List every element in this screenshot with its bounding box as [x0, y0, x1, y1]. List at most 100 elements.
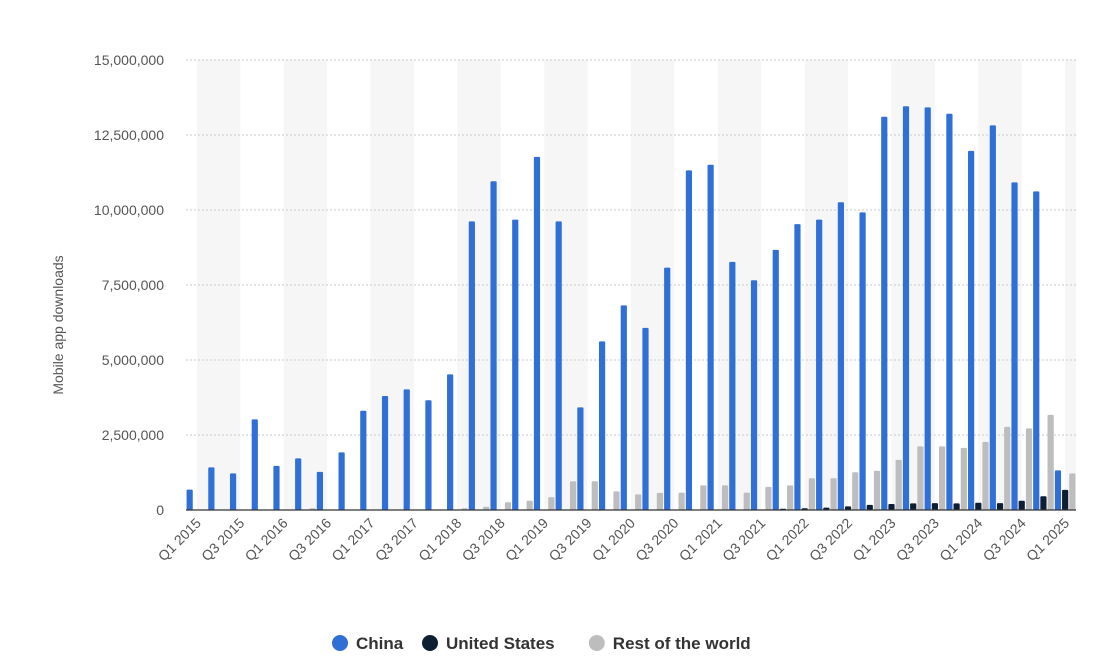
bar: [808, 478, 815, 510]
x-tick-label: Q3 2022: [806, 515, 855, 564]
bar: [512, 219, 519, 510]
bar: [490, 181, 497, 510]
legend-marker: [332, 635, 348, 651]
bar: [946, 113, 953, 510]
bar: [1069, 473, 1076, 510]
legend-label: Rest of the world: [613, 634, 751, 653]
bar: [772, 249, 779, 510]
bar: [569, 481, 577, 510]
bar: [895, 459, 902, 510]
x-tick-label: Q1 2018: [415, 515, 464, 564]
bar: [208, 467, 215, 510]
bar: [598, 341, 606, 510]
x-tick-label: Q3 2016: [285, 515, 334, 564]
bar: [939, 446, 946, 510]
bar: [931, 503, 939, 510]
y-tick-label: 5,000,000: [102, 352, 164, 368]
bar: [656, 492, 664, 510]
x-tick-label: Q1 2020: [589, 515, 638, 564]
bar: [1011, 182, 1018, 510]
bar: [844, 506, 852, 510]
bar: [750, 280, 758, 510]
bar: [743, 492, 750, 510]
bar: [1040, 496, 1047, 510]
bar: [555, 221, 562, 510]
y-tick-label: 10,000,000: [94, 202, 164, 218]
y-tick-label: 12,500,000: [94, 127, 164, 143]
bar: [381, 396, 389, 510]
bar: [504, 502, 512, 510]
bar: [953, 503, 960, 510]
bar: [924, 107, 931, 511]
bar: [678, 492, 685, 510]
bar: [273, 465, 280, 510]
bar: [917, 446, 924, 510]
x-tick-label: Q3 2015: [198, 515, 247, 564]
bar: [316, 471, 323, 510]
bar: [960, 447, 967, 510]
bar: [664, 267, 671, 510]
x-tick-label: Q1 2015: [155, 515, 204, 564]
legend-marker: [422, 635, 438, 651]
x-tick-label: Q3 2023: [893, 515, 942, 564]
legend-label: China: [356, 634, 404, 653]
bars: [186, 106, 1076, 511]
bar: [729, 261, 736, 510]
bar: [251, 419, 258, 510]
bar: [591, 481, 598, 510]
x-tick-label: Q1 2017: [328, 515, 377, 564]
bar: [577, 407, 584, 510]
bar: [425, 400, 432, 510]
bar: [902, 106, 910, 510]
bar: [403, 389, 410, 510]
x-tick-label: Q1 2024: [936, 515, 985, 564]
x-tick-label: Q3 2024: [980, 515, 1029, 564]
bar: [975, 502, 982, 510]
bar: [787, 485, 794, 510]
bar: [1062, 489, 1069, 510]
bar: [700, 485, 707, 510]
x-tick-label: Q3 2018: [459, 515, 508, 564]
bar: [1004, 426, 1011, 510]
x-tick-label: Q3 2017: [372, 515, 421, 564]
bar: [447, 374, 454, 510]
bar: [1033, 191, 1040, 510]
bar: [642, 327, 649, 510]
bar: [1047, 414, 1054, 510]
bar: [765, 486, 772, 510]
bar: [338, 452, 345, 510]
bar: [830, 478, 837, 510]
bar: [526, 500, 533, 510]
bar: [1018, 500, 1025, 510]
bar: [229, 473, 237, 510]
bar: [816, 219, 823, 510]
x-tick-label: Q1 2016: [242, 515, 291, 564]
bar: [620, 305, 627, 510]
x-tick-label: Q1 2019: [502, 515, 551, 564]
x-tick-label: Q3 2019: [545, 515, 594, 564]
y-axis-ticks: 0 2,500,000 5,000,000 7,500,000 10,000,000 12…: [94, 52, 164, 518]
x-tick-label: Q3 2020: [632, 515, 681, 564]
y-tick-label: 2,500,000: [102, 427, 164, 443]
bar: [468, 221, 475, 510]
bar: [837, 202, 844, 510]
alternating-bands: [196, 60, 1076, 510]
bar: [613, 491, 620, 510]
y-axis-label: Mobile app downloads: [50, 255, 66, 394]
bar: [873, 470, 881, 510]
y-tick-label: 15,000,000: [94, 52, 164, 68]
x-tick-label: Q3 2021: [719, 515, 768, 564]
bar: [186, 489, 193, 510]
x-tick-label: Q1 2022: [762, 515, 811, 564]
bar: [483, 506, 490, 510]
bar: [852, 472, 859, 510]
bar: [996, 503, 1004, 510]
bar: [721, 485, 729, 510]
bar: [881, 116, 888, 510]
bar: [635, 494, 642, 510]
x-tick-label: Q1 2023: [849, 515, 898, 564]
bar: [685, 170, 693, 510]
